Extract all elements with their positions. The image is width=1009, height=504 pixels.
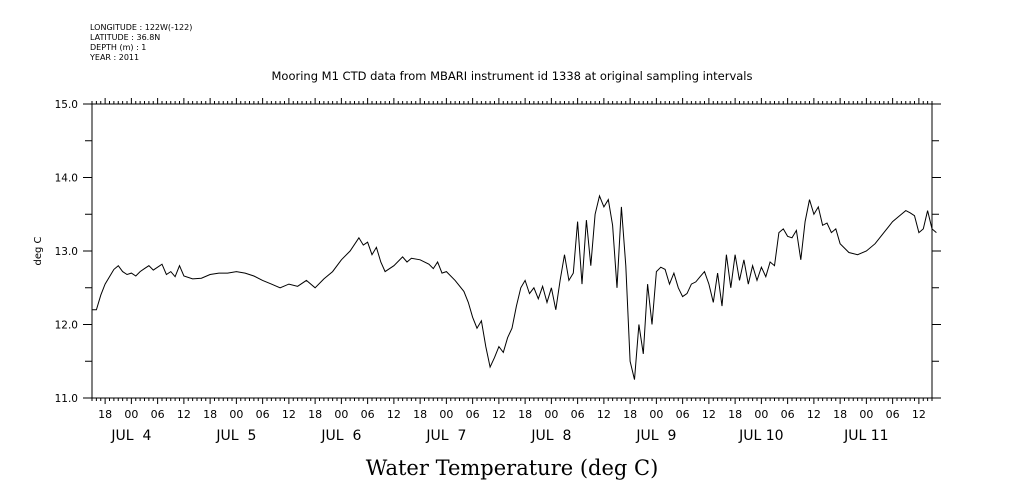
x-hour-tick-label: 00: [439, 408, 453, 421]
x-hour-tick-label: 12: [912, 408, 926, 421]
x-hour-tick-label: 06: [151, 408, 165, 421]
x-hour-tick-label: 06: [886, 408, 900, 421]
year-label: YEAR : 2011: [89, 53, 139, 62]
y-axis-label: deg C: [33, 236, 44, 265]
x-hour-tick-label: 18: [98, 408, 112, 421]
x-axis-title: Water Temperature (deg C): [366, 456, 659, 480]
x-hour-tick-label: 12: [597, 408, 611, 421]
x-hour-tick-label: 06: [781, 408, 795, 421]
x-day-tick-label: JUL 8: [530, 428, 571, 444]
y-tick-label: 14.0: [55, 173, 78, 185]
x-day-tick-label: JUL 4: [110, 428, 151, 444]
x-hour-tick-label: 18: [413, 408, 427, 421]
x-hour-tick-label: 00: [334, 408, 348, 421]
latitude-label: LATITUDE : 36.8N: [90, 33, 160, 42]
x-hour-tick-label: 00: [754, 408, 768, 421]
x-day-tick-label: JUL 6: [320, 428, 361, 444]
x-hour-tick-label: 18: [728, 408, 742, 421]
x-hour-tick-label: 12: [492, 408, 506, 421]
x-hour-tick-label: 06: [676, 408, 690, 421]
x-hour-tick-label: 06: [256, 408, 270, 421]
depth-label: DEPTH (m) : 1: [90, 43, 146, 52]
x-hour-tick-label: 18: [518, 408, 532, 421]
x-hour-tick-label: 06: [571, 408, 585, 421]
x-hour-tick-label: 18: [623, 408, 637, 421]
y-tick-label: 12.0: [55, 320, 78, 332]
x-hour-tick-label: 12: [387, 408, 401, 421]
x-day-tick-label: JUL 10: [738, 428, 783, 444]
axis-ticks: [83, 98, 941, 404]
water-temperature-line: [92, 194, 937, 380]
x-hour-tick-label: 18: [308, 408, 322, 421]
x-hour-tick-label: 00: [229, 408, 243, 421]
x-hour-tick-label: 18: [833, 408, 847, 421]
plot-frame: [91, 103, 933, 399]
chart-title: Mooring M1 CTD data from MBARI instrumen…: [272, 69, 753, 83]
y-tick-label: 13.0: [55, 246, 78, 258]
y-tick-label: 15.0: [55, 99, 78, 111]
x-day-tick-label: JUL 5: [215, 428, 256, 444]
x-day-tick-label: JUL 9: [635, 428, 676, 444]
location-metadata: LONGITUDE : 122W(-122) LATITUDE : 36.8N …: [89, 23, 192, 62]
x-hour-tick-label: 18: [203, 408, 217, 421]
x-hour-tick-label: 00: [859, 408, 873, 421]
x-hour-tick-label: 12: [702, 408, 716, 421]
x-day-tick-label: JUL 7: [425, 428, 466, 444]
x-hour-tick-label: 12: [177, 408, 191, 421]
x-hour-tick-label: 00: [649, 408, 663, 421]
axis-labels: 18 00 06 12 18 00 06 12 18 00 06 12 18 00 06 12 18 00 06 12…: [55, 99, 926, 444]
y-tick-label: 11.0: [55, 393, 78, 405]
x-day-tick-label: JUL 11: [843, 428, 888, 444]
x-hour-tick-label: 06: [361, 408, 375, 421]
x-hour-tick-label: 00: [544, 408, 558, 421]
x-hour-tick-label: 12: [282, 408, 296, 421]
x-hour-tick-label: 12: [807, 408, 821, 421]
x-hour-tick-label: 00: [124, 408, 138, 421]
longitude-label: LONGITUDE : 122W(-122): [90, 23, 192, 32]
x-hour-tick-label: 06: [466, 408, 480, 421]
